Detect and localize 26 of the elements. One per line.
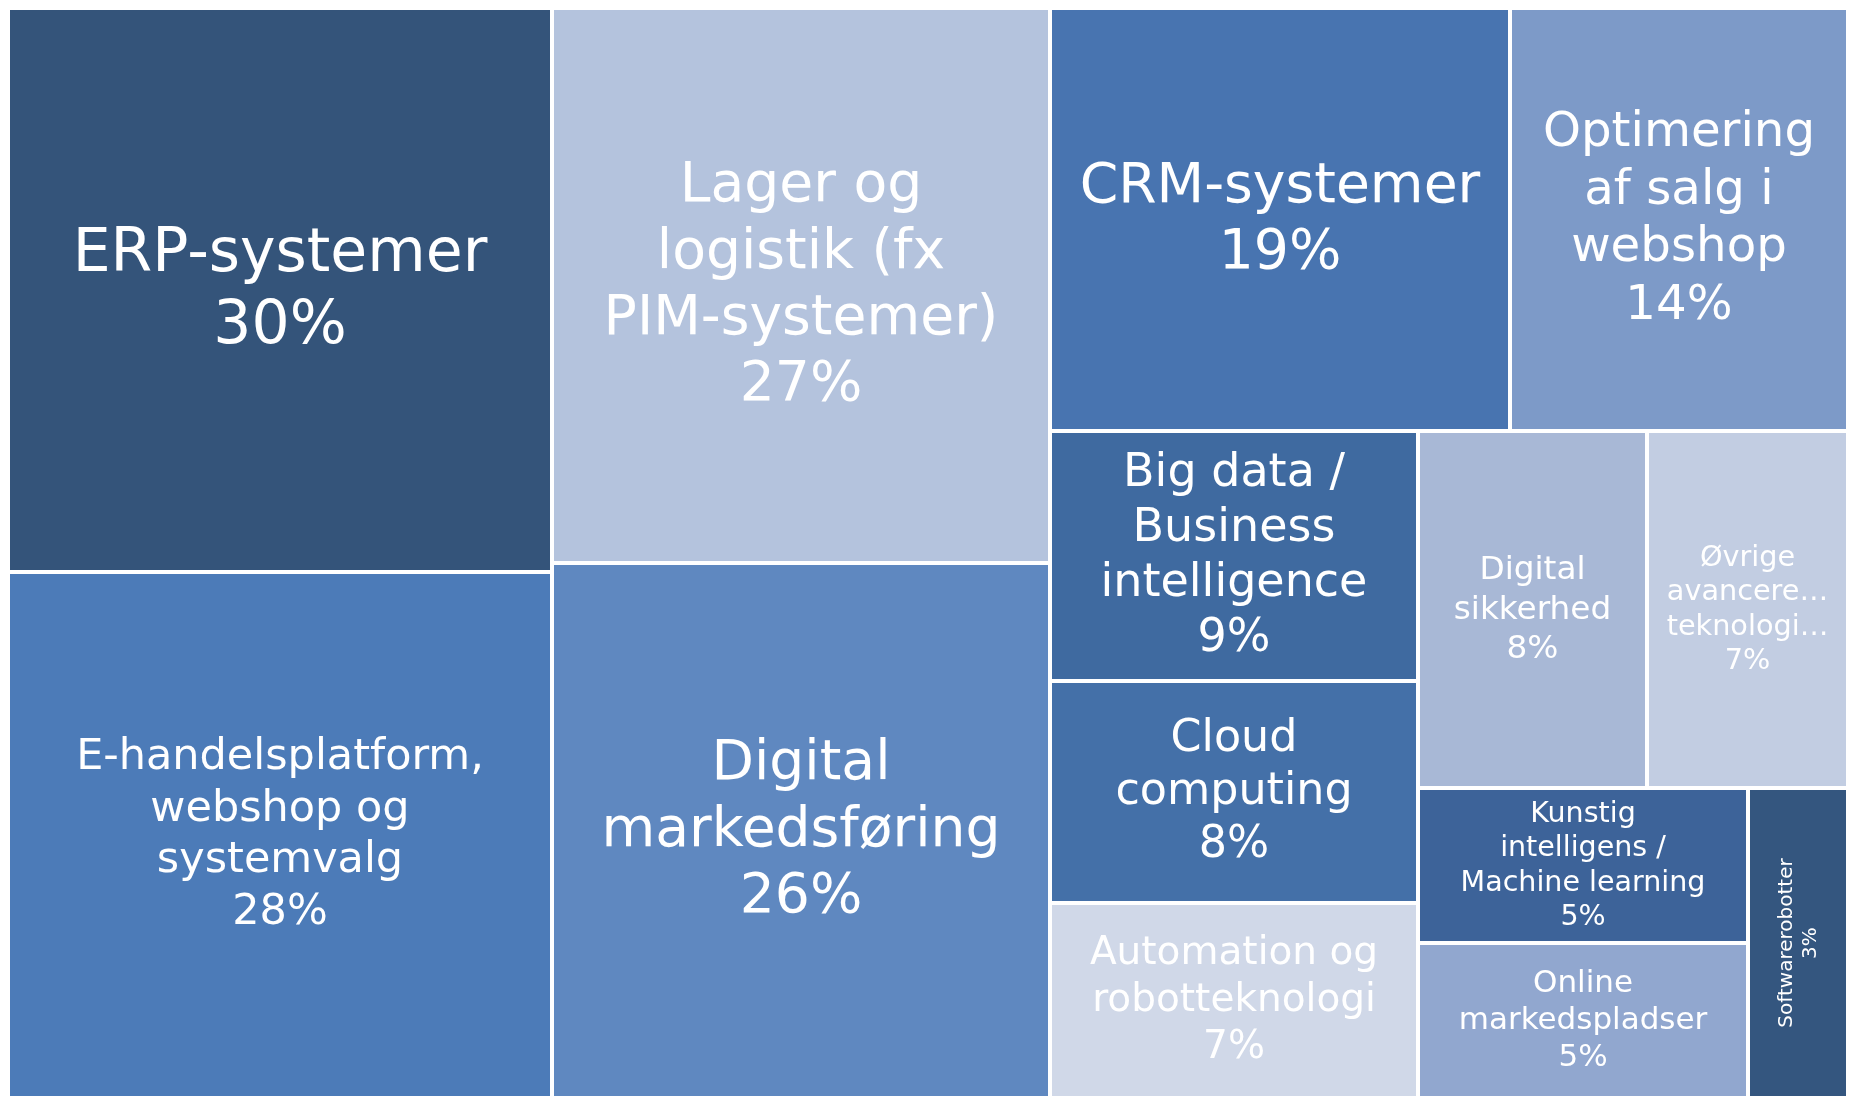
data-label: 14% bbox=[1625, 274, 1733, 331]
data-label: 8% bbox=[1198, 816, 1270, 868]
category-label: ERP-systemer bbox=[72, 214, 488, 285]
data-label: 7% bbox=[1724, 642, 1771, 677]
data-label: 8% bbox=[1506, 627, 1559, 666]
data-label: 27% bbox=[739, 348, 863, 413]
category-label: E-handelsplatform, webshop og systemvalg bbox=[76, 729, 484, 883]
data-label: 19% bbox=[1218, 216, 1342, 281]
data-label: 30% bbox=[213, 286, 347, 357]
category-label: Digital markedsføring bbox=[601, 728, 1001, 859]
category-label: Big data / Business intelligence bbox=[1100, 442, 1368, 608]
category-label: Optimering af salg i webshop bbox=[1542, 100, 1816, 273]
data-label: 3% bbox=[1796, 927, 1821, 959]
data-label: 5% bbox=[1560, 898, 1606, 932]
category-label: Softwarerobotter bbox=[1772, 857, 1797, 1028]
category-label: CRM-systemer bbox=[1079, 150, 1481, 215]
category-label: Øvrige avancere… teknologi… bbox=[1666, 538, 1829, 642]
data-label: 9% bbox=[1197, 608, 1271, 663]
category-label: Online markedspladser bbox=[1458, 962, 1708, 1036]
data-label: 26% bbox=[739, 860, 863, 925]
category-label: Cloud computing bbox=[1115, 709, 1353, 814]
category-label: Digital sikkerhed bbox=[1453, 549, 1612, 627]
category-label: Kunstig intelligens / Machine learning bbox=[1460, 796, 1706, 898]
category-label: Lager og logistik (fx PIM-systemer) bbox=[603, 150, 999, 347]
data-label: 28% bbox=[232, 883, 328, 934]
data-label: 5% bbox=[1558, 1037, 1608, 1074]
